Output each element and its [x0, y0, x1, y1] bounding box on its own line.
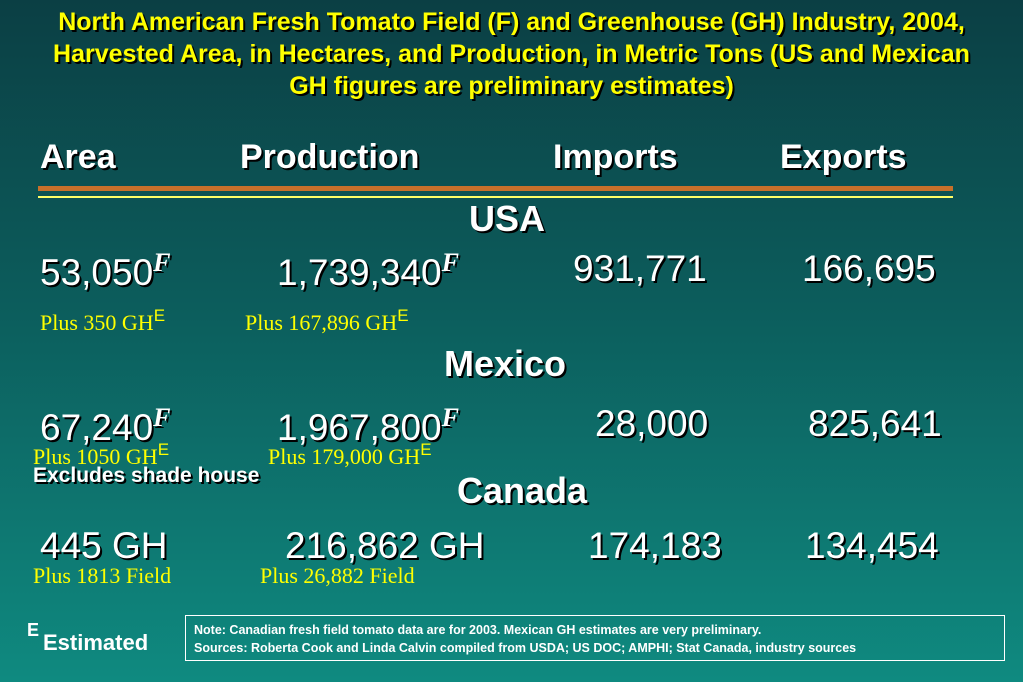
text: 1,739,340	[277, 252, 442, 293]
cell-value: 166,695	[802, 248, 936, 290]
text: Plus 1050 GH	[33, 444, 158, 469]
country-heading: Canada	[456, 470, 588, 511]
cell-value: 931,771	[573, 248, 707, 290]
cell-note: Plus 26,882 Field	[260, 563, 415, 589]
country-heading: USA	[468, 198, 546, 239]
cell-value: 216,862 GH	[285, 525, 485, 567]
text: Plus 1813 Field	[33, 563, 172, 588]
field-marker: F	[153, 248, 171, 277]
cell-note: Plus 167,896 GHE	[245, 306, 409, 336]
column-header: Exports	[780, 138, 907, 176]
legend-text: Estimated	[43, 630, 149, 655]
column-header: Production	[240, 138, 420, 176]
text: 216,862 GH	[285, 525, 485, 566]
rule	[38, 186, 953, 191]
cell-value: 825,641	[808, 403, 942, 445]
estimate-marker: E	[397, 306, 409, 325]
text: 53,050	[40, 252, 154, 293]
field-marker: F	[153, 403, 171, 432]
text: 28,000	[595, 403, 709, 444]
cell-note: Plus 350 GHE	[40, 306, 165, 336]
cell-value: 134,454	[805, 525, 939, 567]
extra-note: Excludes shade house	[33, 464, 260, 487]
cell-value: 1,967,800F	[277, 403, 459, 449]
cell-note: Plus 179,000 GHE	[268, 440, 432, 470]
cell-note: Plus 1050 GHE	[33, 440, 169, 470]
cell-note: Plus 1813 Field	[33, 563, 171, 589]
text: Plus 350 GH	[40, 310, 154, 335]
column-header: Area	[40, 138, 116, 176]
text: Plus 26,882 Field	[260, 563, 415, 588]
text: 1,967,800	[277, 407, 442, 448]
field-marker: F	[441, 403, 459, 432]
column-header: Imports	[553, 138, 678, 176]
estimate-marker: E	[153, 306, 166, 325]
text: Plus 179,000 GH	[268, 444, 421, 469]
slide-title: North American Fresh Tomato Field (F) an…	[53, 8, 970, 100]
text: 174,183	[588, 525, 722, 566]
footnote-line: Sources: Roberta Cook and Linda Calvin c…	[194, 641, 857, 655]
cell-value: 28,000	[595, 403, 708, 445]
footnote-line: Note: Canadian fresh field tomato data a…	[194, 623, 762, 637]
estimate-marker: E	[157, 440, 170, 459]
estimate-marker: E	[420, 440, 432, 459]
cell-value: 67,240F	[40, 403, 171, 449]
text: 931,771	[573, 248, 707, 289]
cell-value: 1,739,340F	[277, 248, 459, 294]
legend-marker: E	[27, 620, 40, 640]
text: 134,454	[805, 525, 939, 566]
text: 166,695	[802, 248, 936, 289]
field-marker: F	[441, 248, 459, 277]
cell-value: 174,183	[588, 525, 722, 567]
cell-value: 53,050F	[40, 248, 171, 294]
text: 445 GH	[40, 525, 168, 566]
cell-value: 445 GH	[40, 525, 168, 567]
country-heading: Mexico	[443, 343, 567, 384]
footnote-box	[185, 615, 1005, 661]
text: 67,240	[40, 407, 154, 448]
text: Plus 167,896 GH	[245, 310, 398, 335]
rule	[38, 196, 953, 198]
text: 825,641	[808, 403, 942, 444]
